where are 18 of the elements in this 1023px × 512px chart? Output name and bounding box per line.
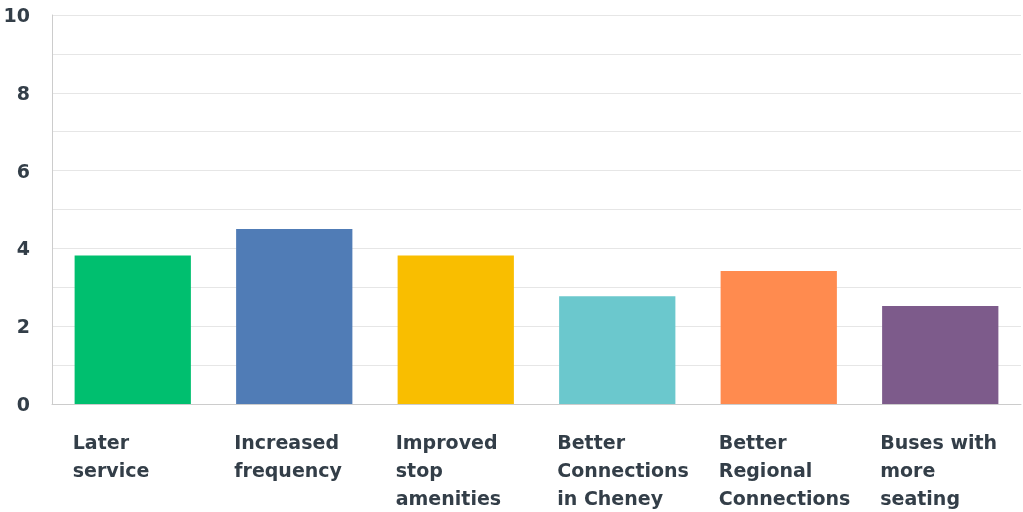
bar — [74, 255, 191, 404]
x-tick-label: Better Connections in Cheney — [557, 431, 689, 509]
y-tick-label: 8 — [16, 81, 30, 104]
bar — [397, 255, 514, 404]
y-tick-label: 4 — [16, 237, 30, 260]
x-tick-label: Improved stop amenities — [395, 431, 502, 509]
y-tick-label: 6 — [16, 159, 30, 182]
x-tick-label: Better Regional Connections — [718, 431, 851, 509]
x-tick-label: Buses with more seating — [880, 431, 998, 509]
y-tick-label: 2 — [16, 315, 30, 338]
bar — [882, 305, 999, 404]
x-tick-label: Increased frequency — [234, 431, 343, 481]
x-tick-label: Later service — [72, 431, 150, 481]
y-tick-label: 10 — [3, 4, 30, 26]
bar — [236, 228, 353, 404]
y-tick-label: 0 — [16, 393, 30, 415]
bar — [720, 270, 837, 404]
bar — [559, 296, 676, 404]
